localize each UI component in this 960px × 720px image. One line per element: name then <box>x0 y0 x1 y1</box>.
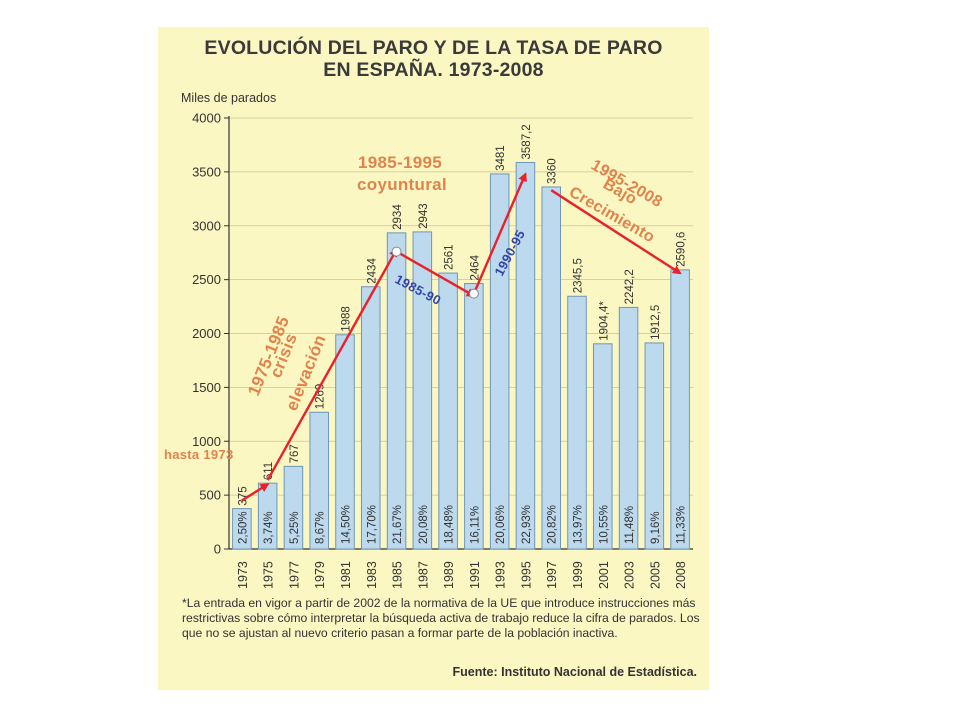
x-tick-label: 1983 <box>365 561 379 589</box>
trend-arrow <box>550 189 682 275</box>
bar-chart: Miles de parados 0 500 1000 1500 2000 2500 3000… <box>164 91 693 589</box>
rate-label: 2,50% <box>237 511 249 544</box>
bar <box>412 231 433 550</box>
value-label: 2934 <box>392 204 404 230</box>
turning-point-marker <box>468 288 479 299</box>
x-tick-label: 1981 <box>339 561 353 589</box>
rate-label: 21,67% <box>392 505 404 544</box>
y-tick-label: 4000 <box>192 111 221 126</box>
x-tick-label: 1991 <box>468 561 482 589</box>
rate-label: 5,25% <box>289 511 301 544</box>
trend-arrow <box>395 250 476 297</box>
bar <box>309 411 330 550</box>
y-tick-label: 2500 <box>192 272 221 287</box>
annotation-label: coyuntural <box>357 175 447 194</box>
bar <box>335 334 355 550</box>
annotation-label: 1985-1995 <box>358 153 442 172</box>
value-label: 3587,2 <box>521 124 533 159</box>
x-tick-label: 2008 <box>674 561 688 589</box>
x-tick-label: 1995 <box>519 561 533 589</box>
rate-label: 8,67% <box>315 511 327 544</box>
value-label: 2590,6 <box>676 232 688 267</box>
value-label: 2943 <box>418 203 430 229</box>
rate-label: 14,50% <box>341 505 353 544</box>
value-label: 3360 <box>547 158 559 184</box>
x-tick-label: 1989 <box>442 561 456 589</box>
x-tick-label: 2005 <box>648 561 662 589</box>
y-tick-label: 1500 <box>192 380 221 395</box>
rate-label: 11,33% <box>676 506 688 544</box>
y-tick-label: 2000 <box>192 326 221 341</box>
bar <box>232 508 252 550</box>
bar <box>515 161 536 550</box>
value-label: 1912,5 <box>650 305 662 340</box>
value-label: 767 <box>289 444 301 463</box>
bar <box>618 306 639 550</box>
x-tick-label: 1979 <box>313 561 327 589</box>
rate-label: 11,48% <box>624 506 636 544</box>
source-note: Fuente: Instituto Nacional de Estadístic… <box>452 665 697 679</box>
value-label: 375 <box>237 486 249 505</box>
x-tick-label: 1975 <box>262 561 276 589</box>
x-tick-label: 1973 <box>236 561 250 589</box>
x-tick-label: 1993 <box>494 561 508 589</box>
chart-panel: EVOLUCIÓN DEL PARO Y DE LA TASA DE PARO … <box>158 27 709 690</box>
chart-title: EVOLUCIÓN DEL PARO Y DE LA TASA DE PARO <box>204 37 663 59</box>
rate-label: 3,74% <box>263 511 275 544</box>
value-label: 2434 <box>366 258 378 284</box>
turning-point-marker <box>391 246 402 257</box>
bar <box>438 272 458 550</box>
bar <box>464 283 484 550</box>
rate-label: 20,06% <box>495 505 507 544</box>
y-tick-label: 1000 <box>192 434 221 449</box>
bar <box>567 295 587 550</box>
value-label: 611 <box>263 462 275 480</box>
y-tick-label: 500 <box>199 488 221 503</box>
x-tick-label: 2001 <box>597 561 611 589</box>
chart-subtitle: EN ESPAÑA. 1973-2008 <box>323 59 544 81</box>
bar <box>386 232 407 550</box>
value-label: 1988 <box>341 306 353 332</box>
rate-label: 13,97% <box>573 505 585 544</box>
trend-arrow <box>266 247 398 481</box>
rate-label: 20,08% <box>418 505 430 544</box>
x-tick-label: 1985 <box>391 561 405 589</box>
bar <box>541 186 562 550</box>
bar <box>644 342 665 550</box>
rate-label: 20,82% <box>547 505 559 544</box>
trend-arrow <box>241 483 270 502</box>
rate-label: 9,16% <box>650 511 662 544</box>
value-label: 2345,5 <box>573 258 585 293</box>
rate-label: 16,11% <box>469 506 481 544</box>
rate-label: 22,93% <box>521 505 533 544</box>
footnote: *La entrada en vigor a partir de 2002 de… <box>182 596 700 640</box>
x-tick-label: 2003 <box>623 561 637 589</box>
x-tick-label: 1999 <box>571 561 585 589</box>
value-label: 1904,4* <box>598 301 610 341</box>
trend-arrow <box>472 172 527 295</box>
value-label: 2464 <box>469 254 481 280</box>
rate-label: 17,70% <box>366 505 378 544</box>
y-tick-label: 3500 <box>192 164 221 179</box>
bar <box>360 286 381 550</box>
annotation-label: hasta 1973 <box>164 447 234 462</box>
x-tick-label: 1977 <box>287 561 301 589</box>
value-label: 3481 <box>495 145 507 171</box>
value-label: 2242,2 <box>624 269 636 304</box>
rate-label: 10,55% <box>598 505 610 544</box>
bar <box>592 343 613 550</box>
y-axis-label: Miles de parados <box>181 91 276 105</box>
x-tick-label: 1997 <box>545 561 559 589</box>
y-tick-label: 0 <box>214 542 221 557</box>
x-tick-label: 1987 <box>416 561 430 589</box>
bar <box>489 173 510 550</box>
y-tick-label: 3000 <box>192 218 221 233</box>
bar <box>257 482 278 550</box>
value-label: 2561 <box>444 244 456 270</box>
bar <box>283 465 304 550</box>
chart-title-block: EVOLUCIÓN DEL PARO Y DE LA TASA DE PARO … <box>158 37 709 81</box>
rate-label: 18,48% <box>444 505 456 544</box>
